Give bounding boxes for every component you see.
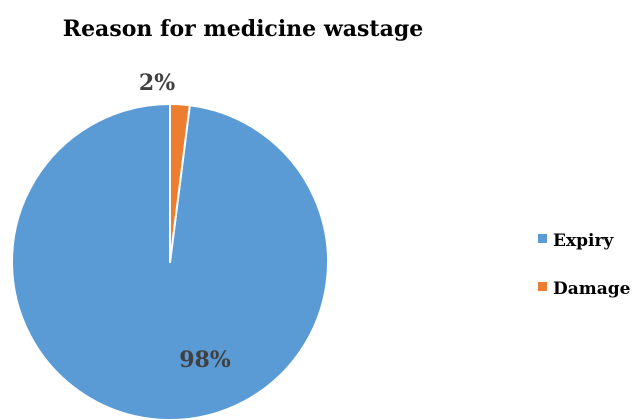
chart-title: Reason for medicine wastage [63, 16, 423, 42]
pie-slices [11, 103, 329, 420]
legend-swatch-expiry [538, 234, 547, 243]
data-label-expiry: 98% [179, 347, 231, 373]
pie-data-labels: 98% 2% [139, 70, 231, 373]
legend-label-damage: Damage [553, 279, 631, 299]
legend: Expiry Damage [538, 231, 631, 299]
data-label-damage: 2% [139, 70, 175, 96]
legend-swatch-damage [538, 282, 547, 291]
pie-slice-damage [169, 103, 191, 263]
legend-label-expiry: Expiry [553, 231, 614, 251]
